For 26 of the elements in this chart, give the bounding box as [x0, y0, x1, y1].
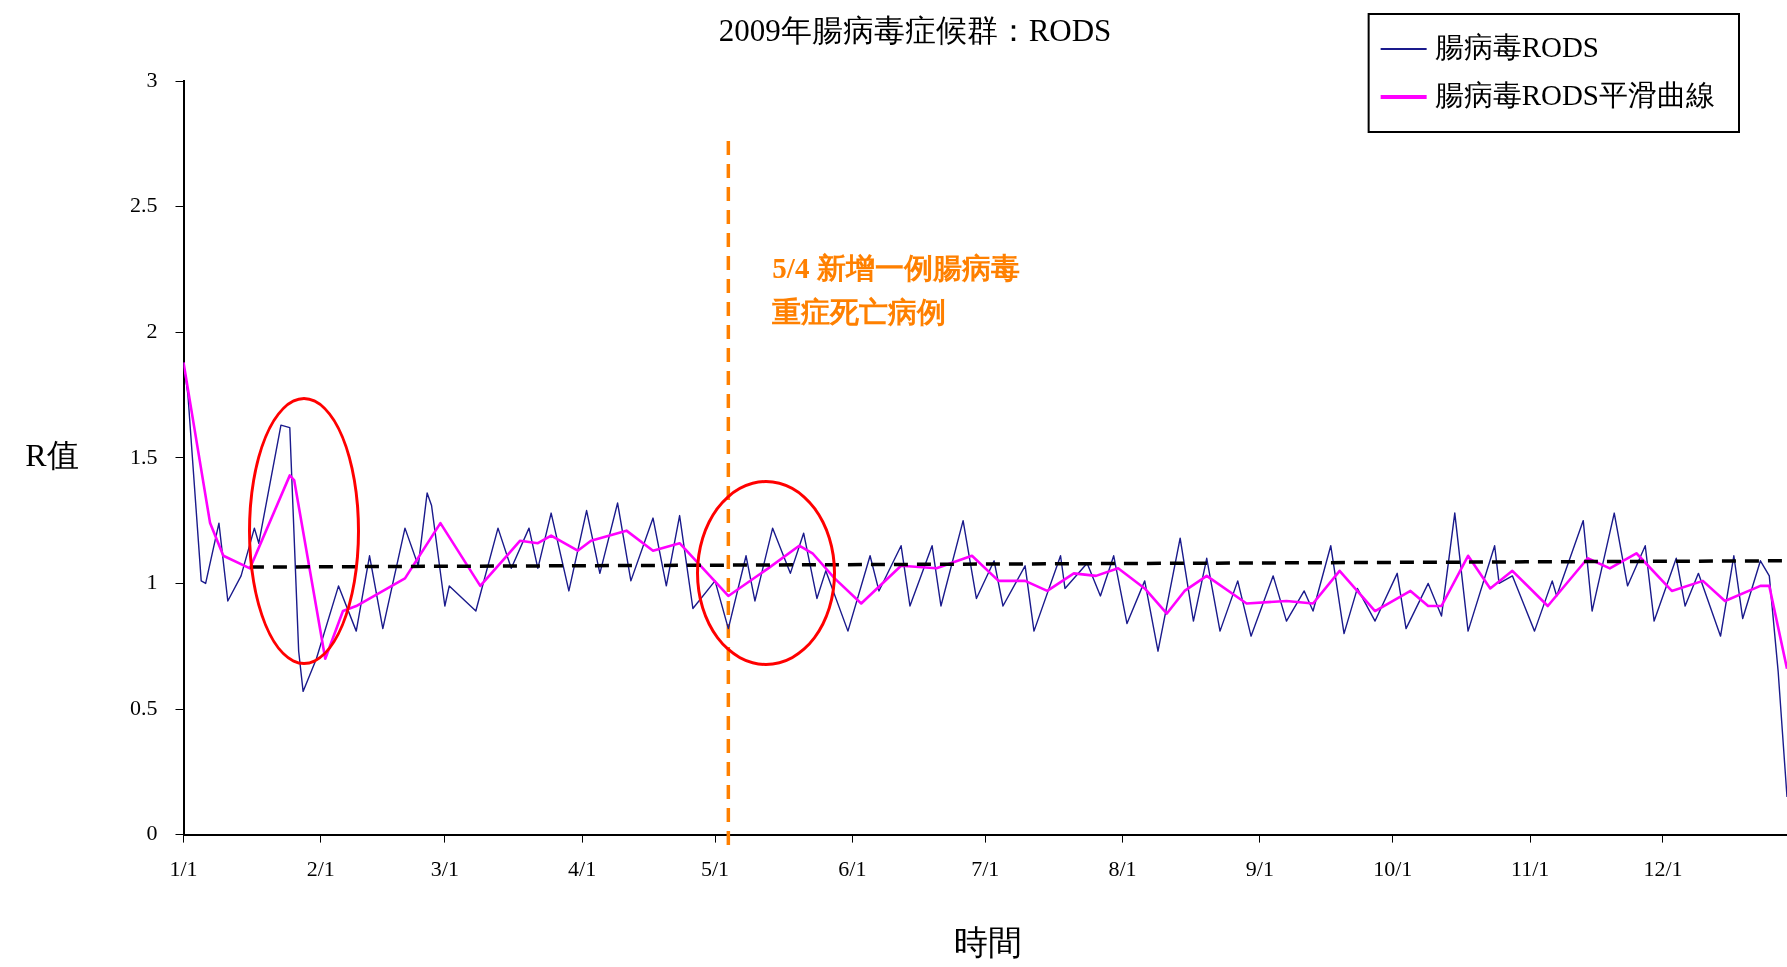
x-tick-label: 8/1 — [1108, 855, 1137, 881]
y-tick-label: 0.5 — [130, 694, 158, 720]
legend-label: 腸病毒RODS — [1434, 30, 1599, 63]
x-tick-label: 6/1 — [838, 855, 867, 881]
x-tick-label: 5/1 — [700, 855, 730, 881]
y-tick-label: 0 — [146, 820, 158, 846]
x-tick-label: 10/1 — [1373, 855, 1413, 881]
x-tick-label: 12/1 — [1643, 855, 1683, 881]
x-tick-label: 1/1 — [169, 855, 198, 881]
annotation: 5/4 新增一例腸病毒 — [772, 252, 1020, 285]
y-tick-label: 2 — [146, 317, 158, 343]
y-tick-label: 2.5 — [130, 192, 158, 218]
x-tick-label: 4/1 — [568, 855, 597, 881]
y-tick-label: 1 — [146, 569, 158, 595]
y-tick-label: 1.5 — [130, 443, 158, 469]
legend-label: 腸病毒RODS平滑曲線 — [1434, 78, 1715, 111]
x-tick-label: 7/1 — [971, 855, 1000, 881]
y-axis-title: R值 — [25, 437, 79, 474]
annotation: 重症死亡病例 — [771, 296, 947, 329]
x-axis-title: 時間 — [954, 923, 1022, 961]
x-tick-label: 9/1 — [1245, 855, 1274, 881]
chart-title: 2009年腸病毒症候群：RODS — [718, 13, 1112, 49]
x-tick-label: 3/1 — [430, 855, 459, 881]
y-tick-label: 3 — [146, 66, 158, 92]
x-tick-label: 2/1 — [306, 855, 335, 881]
x-tick-label: 11/1 — [1510, 855, 1550, 881]
